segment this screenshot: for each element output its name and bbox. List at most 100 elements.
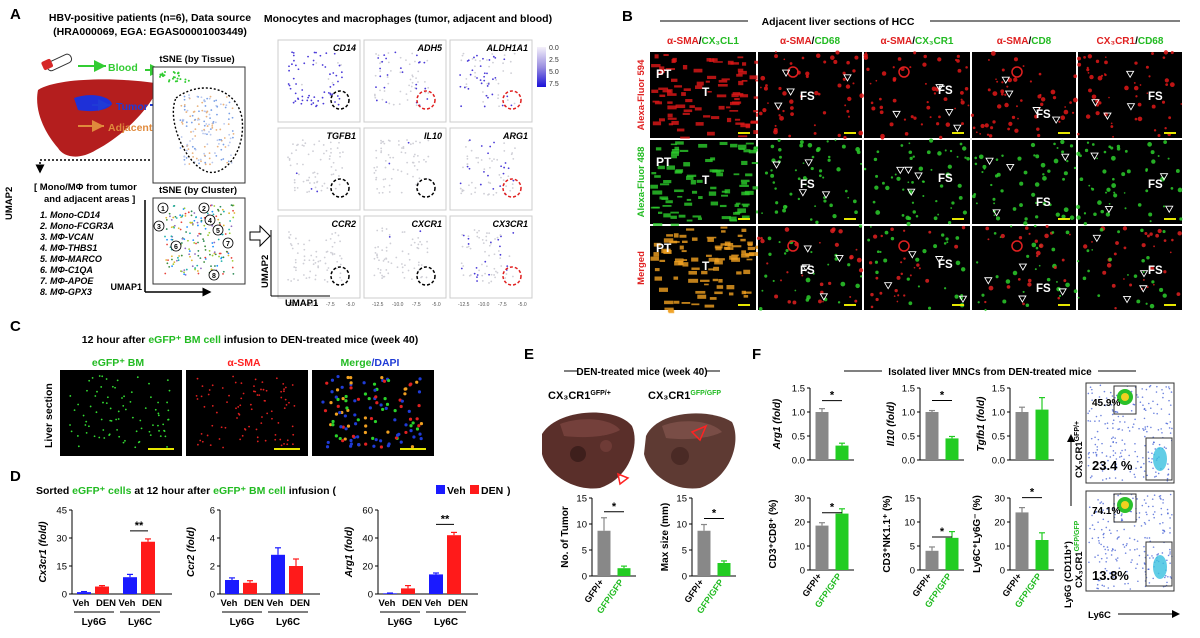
chart-bar — [617, 568, 631, 576]
tsne-tissue-point — [215, 99, 218, 102]
b-signal — [774, 187, 777, 190]
c-signal — [384, 406, 388, 410]
feature-point — [412, 142, 414, 145]
feature-point — [496, 158, 499, 161]
b-signal — [714, 260, 723, 265]
c-title: 12 hour after eGFP⁺ BM cell infusion to … — [82, 334, 418, 346]
feature-point — [488, 59, 491, 61]
tsne-cluster-point — [189, 255, 191, 258]
feature-point — [296, 162, 299, 165]
tsne-cluster-point — [165, 259, 168, 261]
feature-point — [426, 59, 429, 62]
b-signal — [708, 268, 715, 271]
b-signal — [789, 62, 793, 65]
tsne-tissue-point — [181, 121, 183, 124]
tsne-tissue-point — [220, 158, 223, 161]
feature-point — [315, 255, 318, 258]
feature-point — [494, 76, 497, 79]
b-signal — [833, 59, 838, 64]
e-geno1: CX₃CR1GFP/+ — [548, 390, 611, 402]
b-signal — [1001, 154, 1004, 157]
tsne-tissue-point — [219, 103, 222, 106]
d-group-label: Ly6C — [128, 617, 152, 628]
facs-pct-bottom-2: 13.8% — [1092, 568, 1129, 583]
chart-tick-label: 20 — [362, 562, 373, 573]
b-signal — [1055, 212, 1060, 217]
b-signal — [774, 124, 777, 127]
blood-tube-icon — [41, 53, 73, 72]
feature-point — [411, 74, 414, 77]
facs-event — [1097, 579, 1100, 582]
tsne-cluster-point — [164, 272, 167, 275]
b-signal — [1033, 224, 1037, 228]
feature-point — [327, 78, 330, 80]
b-signal — [931, 86, 937, 92]
b-signal — [683, 162, 691, 167]
b-signal — [794, 169, 797, 172]
chart-bar — [95, 586, 109, 594]
b-signal — [852, 82, 855, 85]
feature-point — [288, 231, 290, 233]
c-signal — [399, 440, 403, 444]
gene-label: CXCR1 — [411, 219, 442, 229]
b-signal — [696, 179, 703, 183]
facs-event — [1163, 530, 1166, 533]
c-signal — [167, 409, 170, 412]
b-signal — [1110, 146, 1114, 150]
feature-point — [302, 262, 305, 265]
b-signal — [1035, 201, 1038, 205]
legend-den-swatch — [470, 485, 479, 494]
feature-point — [289, 164, 292, 167]
c-signal — [152, 424, 154, 427]
b-signal — [708, 257, 719, 262]
feature-point — [319, 54, 322, 57]
facs-event — [1107, 459, 1109, 462]
facs-event — [1148, 582, 1151, 584]
feature-point — [499, 245, 501, 248]
tsne-cluster-point — [188, 250, 191, 252]
facs-event — [1095, 455, 1098, 457]
c-signal — [399, 404, 403, 409]
feature-point — [492, 55, 495, 58]
tsne-cluster-title: tSNE (by Cluster) — [159, 185, 237, 196]
b-signal — [865, 51, 867, 54]
facs-event — [1100, 528, 1103, 531]
tsne-tissue-point — [191, 152, 194, 155]
tsne-cluster-point — [168, 265, 171, 268]
feature-point — [490, 280, 493, 283]
tsne-cluster-point — [180, 254, 183, 257]
b-signal — [900, 272, 904, 276]
b-signal — [1022, 290, 1025, 293]
facs-event — [1134, 476, 1136, 478]
feature-point — [397, 169, 399, 171]
c-signal — [369, 416, 374, 421]
cluster-number-badge — [198, 202, 210, 214]
c-signal — [415, 427, 420, 431]
facs-event — [1101, 584, 1104, 587]
b-signal — [933, 92, 937, 95]
b-signal — [995, 158, 999, 161]
b-signal — [1029, 80, 1033, 83]
facs-event — [1097, 438, 1100, 441]
b-signal — [901, 214, 905, 217]
feature-point — [383, 86, 386, 89]
c-signal — [265, 389, 268, 392]
b-signal — [1087, 71, 1090, 74]
b-signal — [751, 162, 760, 165]
f-title: Isolated liver MNCs from DEN-treated mic… — [888, 367, 1092, 378]
b-signal — [1091, 143, 1095, 146]
gene-label: ADH5 — [416, 43, 442, 53]
tsne-cluster-point — [185, 268, 188, 271]
feature-point — [397, 140, 400, 142]
tsne-tissue-point — [222, 158, 225, 160]
c-signal — [122, 441, 125, 444]
b-signal — [1115, 241, 1119, 245]
feature-xtick: -10.0 — [306, 302, 318, 308]
b-signal — [789, 99, 794, 104]
b-signal — [676, 128, 685, 132]
b-signal — [1142, 278, 1145, 281]
facs-event — [1146, 554, 1149, 557]
c-signal — [280, 444, 283, 447]
feature-point — [376, 256, 379, 259]
c-signal — [157, 412, 160, 415]
